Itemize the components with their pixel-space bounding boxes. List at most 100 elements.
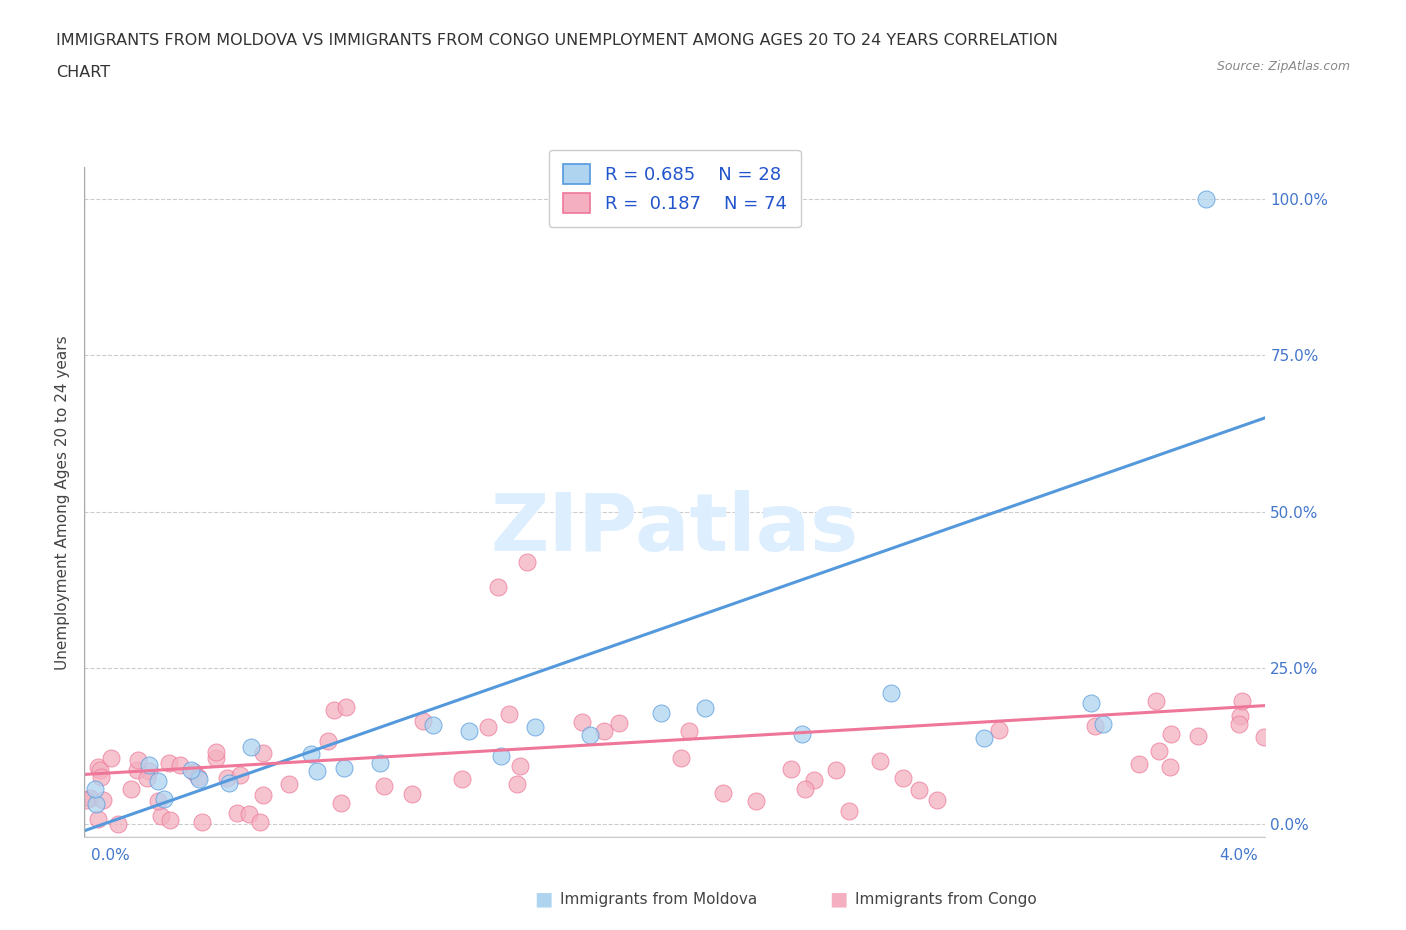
Point — [90, 769, 112, 784]
Point — [169, 757, 191, 772]
Point — [191, 815, 214, 830]
Point — [79, 790, 101, 805]
Point — [745, 793, 768, 808]
Point — [252, 788, 274, 803]
Point — [373, 778, 395, 793]
Point — [180, 763, 202, 777]
Point — [229, 768, 252, 783]
Point — [159, 812, 181, 827]
Text: ■: ■ — [534, 890, 553, 909]
Point — [183, 764, 205, 779]
Point — [824, 763, 846, 777]
Point — [205, 751, 228, 765]
Point — [579, 728, 602, 743]
Point — [138, 764, 160, 778]
Point — [127, 763, 149, 777]
Point — [329, 796, 352, 811]
Point — [1229, 709, 1251, 724]
Y-axis label: Unemployment Among Ages 20 to 24 years: Unemployment Among Ages 20 to 24 years — [55, 335, 70, 670]
Text: IMMIGRANTS FROM MOLDOVA VS IMMIGRANTS FROM CONGO UNEMPLOYMENT AMONG AGES 20 TO 2: IMMIGRANTS FROM MOLDOVA VS IMMIGRANTS FR… — [56, 33, 1059, 47]
Point — [1084, 718, 1107, 733]
Point — [1128, 756, 1150, 771]
Point — [669, 751, 692, 765]
Point — [1227, 717, 1250, 732]
Point — [780, 762, 803, 777]
Point — [498, 707, 520, 722]
Point — [650, 705, 672, 720]
Point — [678, 724, 700, 738]
Point — [252, 746, 274, 761]
Point — [879, 685, 901, 700]
Point — [477, 720, 499, 735]
Point — [927, 792, 949, 807]
Point — [401, 787, 423, 802]
Point — [973, 731, 995, 746]
Point — [607, 715, 630, 730]
Point — [509, 758, 531, 773]
Point — [592, 724, 614, 739]
Point — [451, 772, 474, 787]
Point — [803, 773, 825, 788]
Text: CHART: CHART — [56, 65, 110, 80]
Text: 0.0%: 0.0% — [91, 848, 131, 863]
Point — [277, 777, 299, 791]
Point — [1253, 729, 1275, 744]
Point — [693, 700, 716, 715]
Point — [157, 756, 180, 771]
Text: Immigrants from Congo: Immigrants from Congo — [855, 892, 1036, 907]
Point — [523, 720, 546, 735]
Point — [422, 718, 444, 733]
Point — [1187, 728, 1209, 743]
Point — [793, 782, 815, 797]
Point — [146, 793, 169, 808]
Point — [218, 776, 240, 790]
Point — [486, 579, 509, 594]
Text: 4.0%: 4.0% — [1219, 848, 1258, 863]
Point — [368, 756, 391, 771]
Text: Source: ZipAtlas.com: Source: ZipAtlas.com — [1216, 60, 1350, 73]
Point — [1147, 744, 1170, 759]
Point — [869, 753, 891, 768]
Point — [1144, 694, 1167, 709]
Point — [138, 758, 160, 773]
Point — [323, 702, 346, 717]
Point — [333, 760, 356, 775]
Point — [107, 817, 129, 831]
Point — [188, 772, 211, 787]
Point — [153, 791, 176, 806]
Point — [1230, 693, 1253, 708]
Point — [100, 751, 122, 765]
Point — [516, 554, 538, 569]
Point — [127, 752, 149, 767]
Point — [907, 782, 929, 797]
Point — [205, 745, 228, 760]
Point — [571, 715, 593, 730]
Text: ■: ■ — [830, 890, 848, 909]
Point — [84, 781, 107, 796]
Point — [136, 770, 159, 785]
Point — [1159, 760, 1181, 775]
Point — [316, 733, 339, 748]
Point — [1080, 696, 1102, 711]
Point — [187, 769, 209, 784]
Text: Immigrants from Moldova: Immigrants from Moldova — [560, 892, 756, 907]
Point — [412, 713, 434, 728]
Point — [792, 726, 814, 741]
Point — [988, 723, 1011, 737]
Point — [87, 759, 110, 774]
Point — [238, 807, 260, 822]
Point — [225, 805, 247, 820]
Point — [91, 792, 114, 807]
Point — [150, 808, 173, 823]
Text: ZIPatlas: ZIPatlas — [491, 490, 859, 568]
Point — [505, 777, 527, 791]
Point — [215, 771, 238, 786]
Point — [89, 763, 111, 777]
Point — [120, 781, 142, 796]
Point — [75, 792, 97, 807]
Point — [489, 749, 512, 764]
Legend: R = 0.685    N = 28, R =  0.187    N = 74: R = 0.685 N = 28, R = 0.187 N = 74 — [548, 150, 801, 227]
Point — [240, 739, 263, 754]
Point — [307, 764, 329, 778]
Point — [84, 796, 107, 811]
